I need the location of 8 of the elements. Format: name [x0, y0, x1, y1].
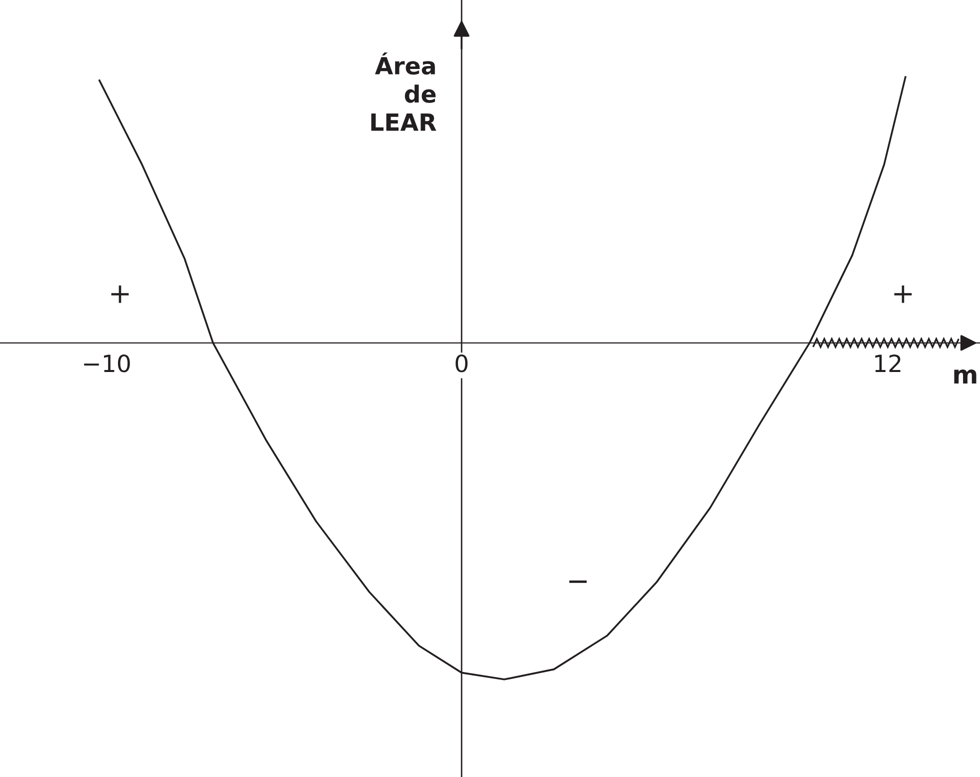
- x-tick-label: −10: [84, 354, 130, 372]
- x-axis-title: m: [954, 369, 976, 384]
- annotation: −: [569, 580, 587, 583]
- y-axis-title: Área de LEAR: [371, 52, 436, 131]
- annotation: +: [111, 286, 129, 303]
- x-tick-label: 0: [456, 354, 468, 372]
- x-tick-label: 12: [875, 354, 900, 372]
- annotation: +: [894, 286, 912, 303]
